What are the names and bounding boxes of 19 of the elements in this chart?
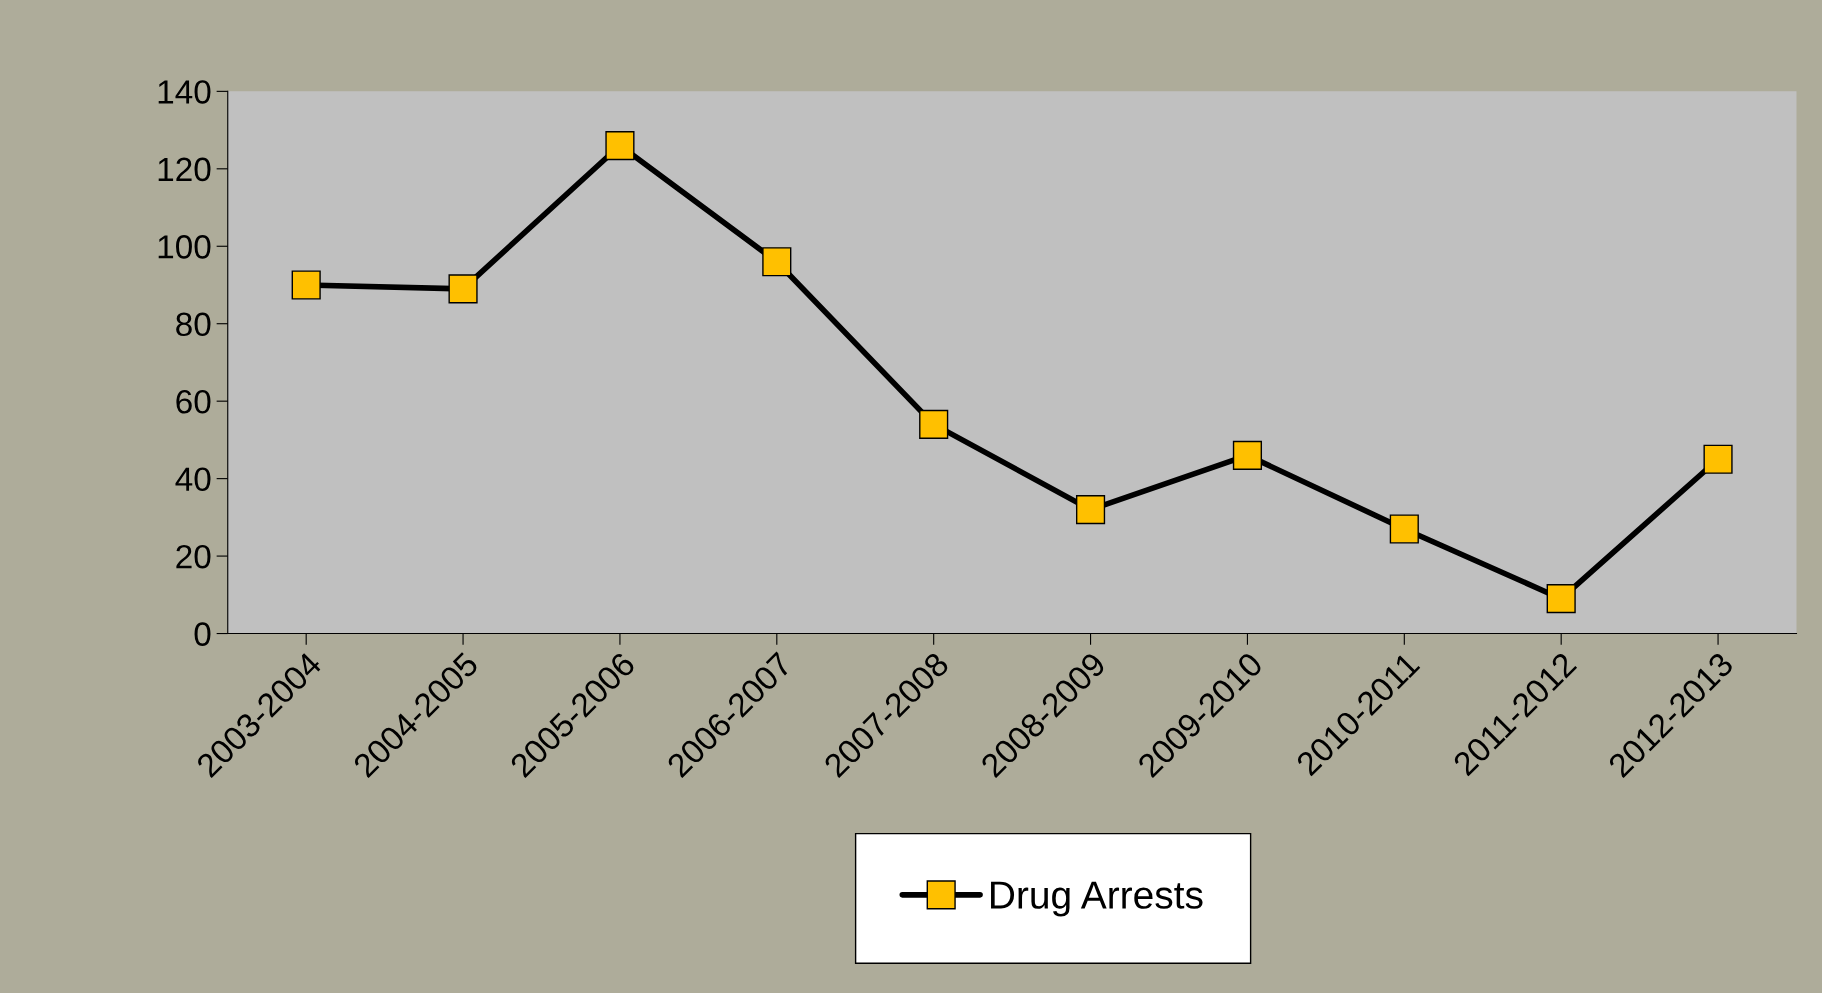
point — [919, 409, 949, 439]
y-tick-label: 0 — [194, 622, 211, 646]
point — [291, 270, 321, 300]
point — [762, 247, 792, 277]
y-tick-label: 60 — [176, 389, 211, 414]
y-tick-label: 20 — [176, 544, 211, 569]
y-tick-label: 120 — [158, 157, 211, 182]
y-tick-label: 140 — [158, 80, 211, 104]
point — [1546, 584, 1576, 614]
point — [605, 130, 635, 161]
y-tick-label: 100 — [158, 235, 211, 259]
point — [1389, 514, 1419, 544]
y-tick-label: 80 — [176, 312, 211, 337]
point — [448, 274, 478, 304]
point — [1232, 440, 1263, 470]
point — [1703, 444, 1733, 474]
legend-label: Drug Arrests — [991, 881, 1203, 917]
point — [1075, 495, 1106, 525]
y-tick-label: 40 — [175, 467, 211, 492]
